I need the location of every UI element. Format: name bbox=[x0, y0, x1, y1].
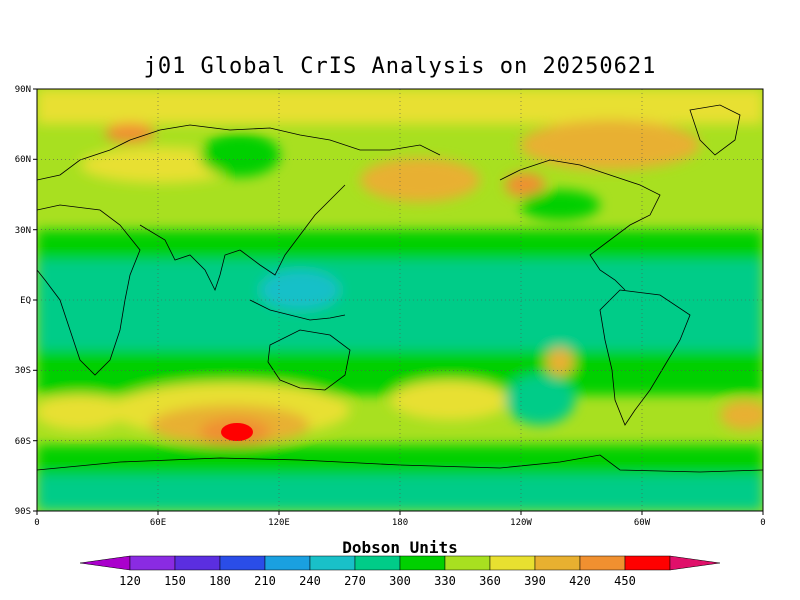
colorbar-tick-label: 330 bbox=[434, 574, 456, 588]
lon-label: 120E bbox=[268, 518, 290, 528]
lat-label: EQ bbox=[20, 296, 31, 306]
map-title: j01 Global CrIS Analysis on 20250621 bbox=[143, 54, 657, 79]
colorbar-swatch bbox=[534, 555, 581, 571]
coast-antarctica bbox=[37, 454, 763, 473]
colorbar-tick-label: 390 bbox=[524, 574, 546, 588]
field-maritime-low bbox=[260, 270, 340, 310]
colorbar-tick-label: 360 bbox=[479, 574, 501, 588]
colorbar-swatch bbox=[489, 555, 536, 571]
field-spacific-peak bbox=[546, 348, 574, 376]
colorbar-under-arrow bbox=[79, 555, 131, 571]
coast-north-america bbox=[499, 159, 661, 291]
lat-label: 60N bbox=[15, 155, 31, 165]
field-max-red bbox=[221, 423, 253, 441]
lon-label: 0 bbox=[34, 518, 39, 528]
colorbar-swatch bbox=[309, 555, 356, 571]
colorbar-swatch bbox=[399, 555, 446, 571]
lat-label: 90N bbox=[15, 85, 31, 95]
colorbar-swatch bbox=[624, 555, 671, 571]
coast-east-asia bbox=[239, 184, 346, 276]
colorbar-swatch bbox=[354, 555, 401, 571]
colorbar-swatch bbox=[444, 555, 491, 571]
colorbar: 120 150 180 210 240 270 300 330 360 390 420 450 bbox=[79, 555, 721, 588]
colorbar-over-arrow bbox=[669, 555, 721, 571]
lat-label: 30S bbox=[15, 366, 31, 376]
lon-labels: 0 60E 120E 180 120W 60W 0 bbox=[34, 518, 765, 528]
field-spacific-yellow bbox=[390, 380, 510, 420]
coast-africa bbox=[37, 204, 141, 376]
colorbar-tick-label: 300 bbox=[389, 574, 411, 588]
field-spacific-low bbox=[505, 375, 575, 425]
lon-label: 180 bbox=[392, 518, 408, 528]
field-canada-high bbox=[520, 120, 700, 170]
colorbar-swatch bbox=[579, 555, 626, 571]
field-npacific-high bbox=[360, 158, 480, 202]
axis-ticks bbox=[33, 88, 764, 515]
field-alaska-peak bbox=[505, 173, 545, 197]
colorbar-tick-label: 270 bbox=[344, 574, 366, 588]
lat-label: 90S bbox=[15, 507, 31, 517]
lon-label: 60W bbox=[634, 518, 651, 528]
colorbar-title: Dobson Units bbox=[342, 538, 458, 557]
colorbar-tick-label: 210 bbox=[254, 574, 276, 588]
colorbar-swatch bbox=[129, 555, 176, 571]
lon-label: 0 bbox=[760, 518, 765, 528]
field-arctic-band bbox=[37, 89, 763, 124]
coast-south-asia bbox=[139, 224, 241, 292]
colorbar-swatch bbox=[174, 555, 221, 571]
coast-south-america bbox=[599, 289, 691, 426]
lat-labels: 90N 60N 30N EQ 30S 60S 90S bbox=[15, 85, 31, 517]
field-eurasia-high bbox=[80, 147, 240, 183]
lat-label: 60S bbox=[15, 437, 31, 447]
field-npac-green bbox=[520, 190, 600, 220]
field-siberia-green bbox=[200, 133, 280, 177]
map-gridlines bbox=[37, 89, 763, 511]
colorbar-tick-label: 150 bbox=[164, 574, 186, 588]
lon-label: 120W bbox=[510, 518, 532, 528]
coastlines bbox=[37, 104, 763, 473]
colorbar-tick-label: 450 bbox=[614, 574, 636, 588]
coast-australia bbox=[267, 329, 351, 391]
lat-label: 30N bbox=[15, 226, 31, 236]
coast-indonesia bbox=[249, 299, 346, 321]
lon-label: 60E bbox=[150, 518, 166, 528]
colorbar-swatch bbox=[219, 555, 266, 571]
colorbar-tick-label: 420 bbox=[569, 574, 591, 588]
field-europe-peak bbox=[105, 123, 155, 143]
colorbar-swatch bbox=[264, 555, 311, 571]
field-satlantic-yellow bbox=[37, 394, 125, 430]
field-stropics-green bbox=[37, 350, 763, 395]
colorbar-tick-label: 240 bbox=[299, 574, 321, 588]
field-satlantic-orange bbox=[720, 400, 763, 430]
colorbar-tick-label: 180 bbox=[209, 574, 231, 588]
coast-eurasia-north bbox=[37, 124, 441, 181]
coast-greenland bbox=[689, 104, 741, 156]
colorbar-tick-label: 120 bbox=[119, 574, 141, 588]
